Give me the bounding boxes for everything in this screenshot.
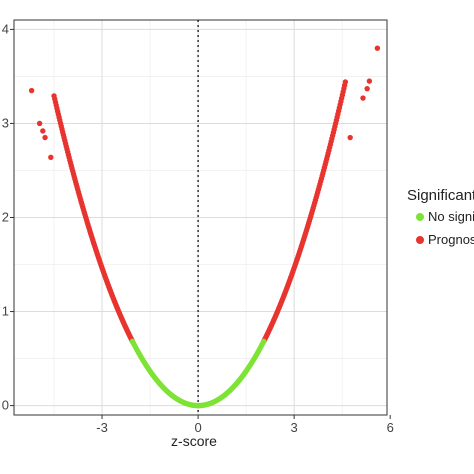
point-prognostic	[364, 85, 370, 92]
y-axis-ticks: 0 1 2 3 4	[2, 21, 14, 413]
point-prognostic	[28, 87, 35, 94]
data-points	[28, 45, 381, 409]
point-prognostic	[48, 154, 54, 161]
point-not-significant	[261, 338, 267, 345]
y-tick-label: 1	[2, 304, 9, 319]
legend-label-no-signi: No signi	[428, 209, 474, 224]
x-axis-ticks: -3 0 3 6	[96, 415, 394, 435]
legend-title: Significant	[407, 187, 474, 204]
grid-lines	[14, 20, 387, 415]
x-axis-title: z-score	[171, 433, 217, 449]
y-tick-label: 4	[2, 21, 9, 36]
x-tick-label: 6	[387, 420, 394, 435]
point-prognostic	[374, 45, 381, 51]
y-tick-label: 2	[2, 210, 9, 225]
legend-swatch-prognos	[416, 236, 424, 244]
x-tick-label: 3	[291, 420, 298, 435]
point-prognostic	[366, 78, 373, 84]
point-prognostic	[342, 79, 349, 85]
legend: Significant No signi Prognos	[407, 187, 474, 247]
y-tick-label: 0	[2, 398, 9, 413]
point-prognostic	[42, 134, 48, 141]
y-tick-label: 3	[2, 115, 9, 130]
point-prognostic	[360, 95, 366, 101]
point-prognostic	[40, 128, 46, 134]
x-tick-label: -3	[96, 420, 108, 435]
legend-swatch-no-signi	[416, 213, 424, 221]
point-prognostic	[347, 134, 353, 141]
legend-label-prognos: Prognos	[428, 232, 474, 247]
x-tick-label: 0	[194, 420, 201, 435]
point-prognostic	[36, 120, 43, 127]
